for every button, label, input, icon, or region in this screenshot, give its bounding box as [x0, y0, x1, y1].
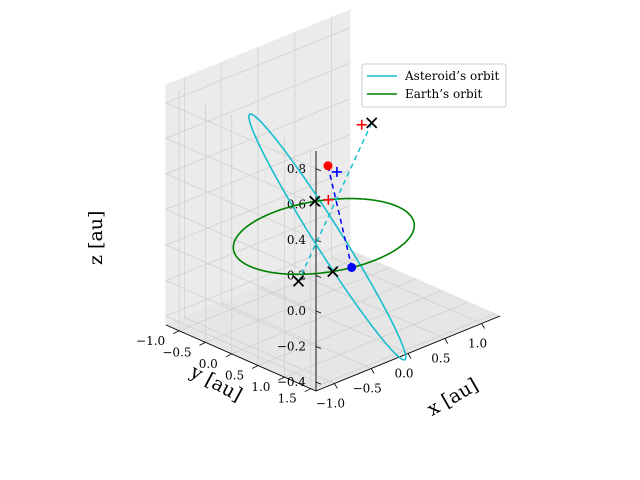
- x-tick-label: 1.0: [468, 337, 487, 351]
- plus-marker: [323, 194, 334, 205]
- y-tick-label: 0.5: [225, 369, 244, 383]
- y-tick-label: 0.0: [199, 357, 218, 371]
- grid-line-z: [164, 134, 351, 276]
- y-axis-line: [165, 324, 317, 392]
- z-axis-label: z [au]: [85, 211, 107, 265]
- node-marker: [327, 265, 339, 278]
- grid-line-x: [220, 62, 372, 369]
- x-tick: [370, 368, 375, 374]
- legend-label-asteroid: Asteroid’s orbit: [404, 69, 499, 83]
- z-tick-label: 0.4: [287, 233, 306, 247]
- x-tick: [481, 323, 485, 329]
- asteroid-point: [323, 161, 333, 171]
- node-marker: [309, 195, 321, 207]
- grid-line-x: [294, 32, 445, 339]
- z-tick-label: 0.0: [287, 304, 306, 318]
- x-tick: [444, 338, 449, 344]
- x-axis-label: x [au]: [423, 374, 482, 421]
- x-stroke: [327, 265, 339, 278]
- legend-label-earth: Earth’s orbit: [405, 87, 482, 101]
- plot-area: [232, 113, 416, 361]
- z-tick: [315, 168, 322, 172]
- grid-line-z: [164, 240, 351, 383]
- x-tick-label: −0.5: [353, 382, 382, 396]
- y-tick-label: 1.0: [251, 380, 270, 394]
- y-tick-label: −0.5: [162, 345, 191, 359]
- z-tick-label: −0.2: [277, 340, 306, 354]
- y-tick: [199, 342, 206, 346]
- y-tick-label: −1.0: [136, 334, 165, 348]
- x-tick-label: 0.5: [431, 352, 450, 366]
- legend: Asteroid’s orbit Earth’s orbit: [361, 63, 507, 108]
- grid-line-z: [164, 169, 351, 312]
- x-tick-label: 0.0: [394, 367, 413, 381]
- plus-marker: [356, 119, 367, 130]
- z-tick-label: 0.6: [287, 197, 306, 211]
- x-stroke: [309, 195, 321, 207]
- legend-frame: [361, 63, 507, 108]
- x-stroke: [292, 275, 305, 287]
- y-tick: [251, 365, 259, 369]
- extremum-marker: [366, 117, 378, 129]
- extremum-marker: [292, 275, 305, 287]
- plus-marker: [331, 166, 342, 177]
- z-tick-label: 0.8: [287, 162, 306, 176]
- x-tick: [334, 383, 338, 389]
- y-tick: [172, 330, 180, 335]
- y-tick-label: 1.5: [278, 392, 297, 406]
- z-tick: [315, 346, 322, 349]
- y-tick: [225, 353, 232, 358]
- grid-line-z: [164, 62, 351, 205]
- z-tick: [315, 310, 322, 314]
- grid-line-z: [164, 98, 351, 241]
- grid-line-z: [164, 27, 351, 170]
- y-tick: [304, 388, 311, 393]
- x-tick: [407, 353, 412, 359]
- grid-line-z: [164, 205, 351, 347]
- grid-line-x: [331, 17, 482, 324]
- x-stroke: [366, 117, 378, 129]
- z-tick: [315, 275, 322, 278]
- z-tick-label: −0.4: [277, 375, 307, 389]
- y-tick: [278, 376, 285, 381]
- z-tick: [315, 381, 322, 385]
- x-tick-label: −1.0: [316, 397, 345, 411]
- earth-point: [347, 262, 357, 272]
- asteroid-dashed-line: [297, 122, 373, 282]
